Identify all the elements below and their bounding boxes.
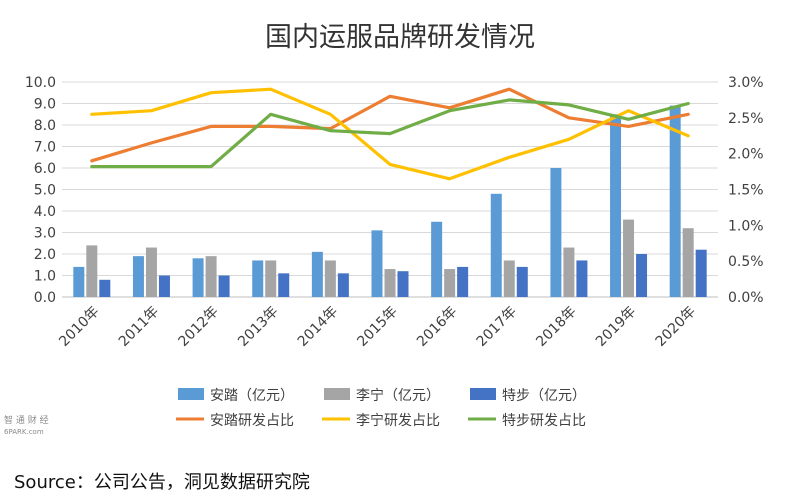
bar [371,230,383,297]
bar [218,275,230,297]
legend-label: 安踏（亿元） [210,388,294,404]
x-axis-ticks: 2010年 2011年 2012年 2013年 2014年 2015年 2016年 2017年… [56,304,699,350]
bar [457,266,469,297]
bar [516,266,528,297]
watermark-line1: 智 通 财 经 [4,416,49,426]
chart-title: 国内运服品牌研发情况 [265,22,535,53]
series-line [90,87,690,181]
bar [576,260,588,297]
right-tick-label: 2.0% [728,147,764,163]
series-line [90,87,690,163]
left-tick-label: 9.0 [34,97,56,113]
bar [73,266,85,297]
x-tick-label: 2015年 [354,304,400,350]
x-tick-label: 2012年 [176,304,222,350]
x-tick-label: 2014年 [295,304,341,350]
bar [397,271,409,297]
watermark-line2: 6PARK.com [4,428,44,436]
left-tick-label: 10.0 [25,75,56,91]
legend: 安踏（亿元） 李宁（亿元） 特步（亿元） 安踏研发占比 李宁研发占比 特步研发占比 [176,387,586,429]
series-line [90,98,690,169]
right-tick-label: 1.0% [728,218,764,234]
x-tick-label: 2019年 [593,304,639,350]
bar [145,247,157,297]
legend-label: 特步研发占比 [502,413,586,429]
legend-swatch [178,388,204,400]
right-tick-label: 1.5% [728,183,764,199]
bar [695,249,707,297]
watermark: 智 通 财 经 6PARK.com [4,416,49,438]
bar [623,219,635,297]
bar [337,273,349,297]
left-tick-label: 1.0 [34,269,56,285]
bar [278,273,290,297]
bar [610,114,622,297]
bar [636,254,648,297]
bar [550,168,562,297]
legend-label: 特步（亿元） [502,388,586,404]
bar [252,260,264,297]
bar [265,260,277,297]
bar-series [73,105,707,298]
legend-label: 李宁（亿元） [356,387,440,404]
bar [669,105,681,298]
legend-swatch [324,388,350,400]
right-tick-label: 0.5% [728,254,764,270]
left-tick-label: 7.0 [34,140,56,156]
left-tick-label: 8.0 [34,118,56,134]
bar [132,256,144,297]
bar [205,256,217,297]
bar [503,260,515,297]
x-tick-label: 2010年 [56,304,102,350]
left-tick-label: 6.0 [34,161,56,177]
bar [324,260,336,297]
line-series [90,87,690,181]
x-tick-label: 2013年 [235,304,281,350]
bar [158,275,170,297]
bar [431,221,443,297]
x-tick-label: 2016年 [414,304,460,350]
legend-swatch [470,388,496,400]
bar [490,193,502,297]
bar [682,228,694,297]
right-tick-label: 0.0% [728,290,764,306]
bar [444,269,456,297]
right-tick-label: 2.5% [728,111,764,127]
x-tick-label: 2011年 [116,304,162,350]
legend-label: 李宁研发占比 [356,412,440,429]
right-tick-label: 3.0% [728,75,764,91]
left-tick-label: 3.0 [34,226,56,242]
bar [99,279,111,297]
bar [563,247,575,297]
legend-label: 安踏研发占比 [210,413,294,429]
bar [192,258,204,297]
bar [384,269,396,297]
chart-canvas: 国内运服品牌研发情况 0.0 1.0 2.0 3.0 4.0 5.0 6.0 7.0 8.0 9.… [24,22,764,429]
x-tick-label: 2017年 [474,304,520,350]
left-tick-label: 2.0 [34,247,56,263]
source-note: Source：公司公告，洞见数据研究院 [14,472,310,493]
left-tick-label: 5.0 [34,183,56,199]
x-tick-label: 2020年 [653,304,699,350]
left-tick-label: 4.0 [34,204,56,220]
left-axis-ticks: 0.0 1.0 2.0 3.0 4.0 5.0 6.0 7.0 8.0 9.0 10.0 [25,75,56,306]
x-tick-label: 2018年 [533,304,579,350]
bar [86,245,98,297]
right-axis-ticks: 0.0% 0.5% 1.0% 1.5% 2.0% 2.5% 3.0% [728,75,764,306]
left-tick-label: 0.0 [34,290,56,306]
bar [311,251,323,297]
